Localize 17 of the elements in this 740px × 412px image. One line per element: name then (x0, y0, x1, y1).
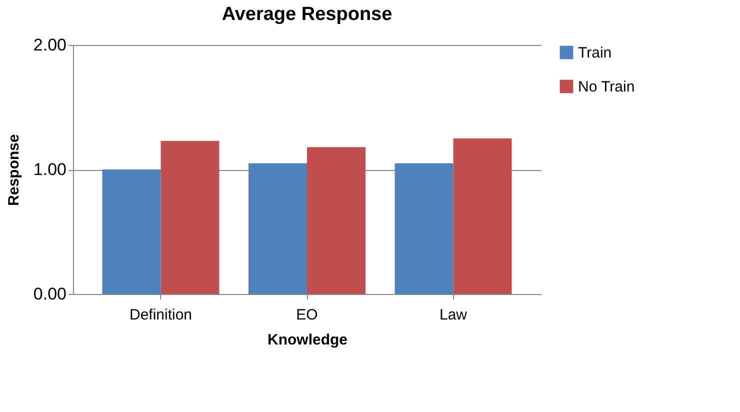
bar (248, 163, 307, 294)
legend-label: No Train (578, 78, 635, 96)
x-tick-label: Definition (129, 306, 192, 324)
chart-title: Average Response (222, 4, 392, 25)
bar (394, 163, 454, 294)
x-tick-label: Law (439, 306, 468, 324)
y-tick-label: 2.00 (33, 36, 66, 54)
legend-label: Train (578, 44, 612, 62)
y-axis-title: Response (5, 134, 22, 206)
bar (102, 170, 161, 294)
x-tick-label: EO (296, 306, 318, 324)
bar (160, 140, 220, 294)
x-axis-title: Knowledge (267, 332, 348, 348)
bar (453, 138, 512, 294)
y-tick-label: 0.00 (33, 284, 66, 304)
y-tick-label: 1.00 (33, 160, 66, 179)
bar (307, 147, 366, 294)
